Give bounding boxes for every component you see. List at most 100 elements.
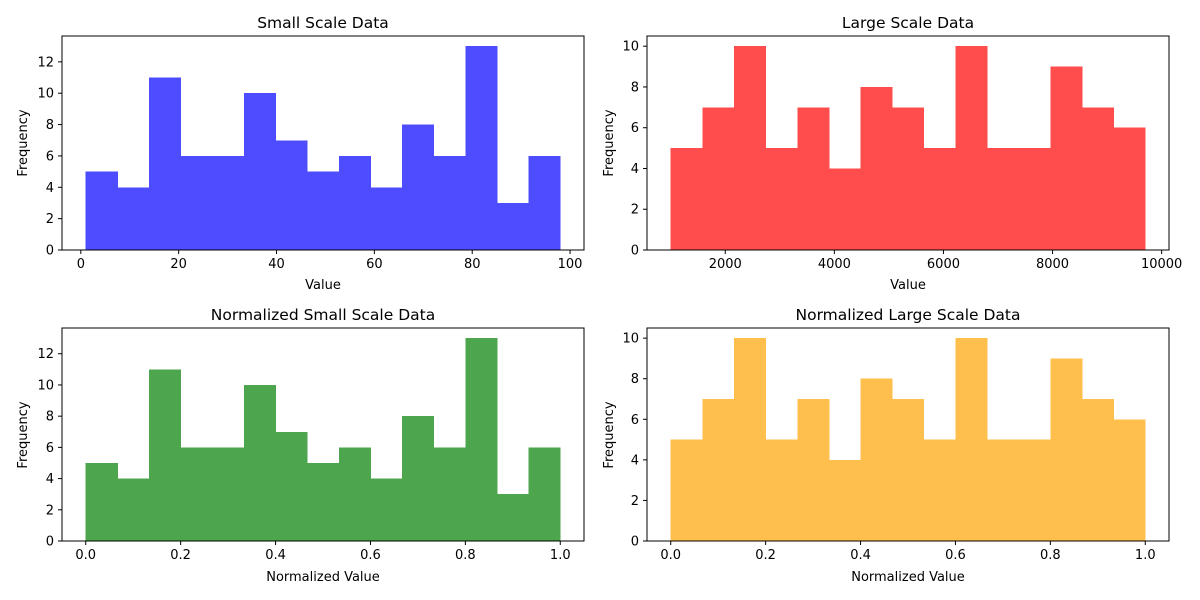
y-tick-label: 10 — [37, 87, 54, 102]
y-axis-label: Frequency — [16, 401, 31, 468]
chart-title: Normalized Small Scale Data — [211, 306, 435, 324]
y-tick-label: 10 — [622, 332, 639, 347]
histogram-bar — [212, 447, 245, 541]
histogram-bar — [1113, 419, 1146, 541]
histogram-bar — [338, 447, 371, 541]
x-tick-label: 0.4 — [265, 548, 286, 563]
histogram-bar — [85, 462, 118, 541]
histogram-bar — [402, 416, 435, 541]
histogram-bar — [670, 148, 703, 250]
histogram-bar — [275, 431, 308, 541]
y-tick-label: 12 — [37, 347, 54, 362]
x-tick-label: 2000 — [709, 257, 742, 272]
x-tick-label: 1.0 — [1135, 548, 1156, 563]
plot-frame — [61, 35, 585, 251]
histogram-bar — [797, 107, 830, 250]
histogram-bar — [987, 439, 1020, 541]
histogram-bar — [212, 155, 245, 250]
x-tick-label: 60 — [366, 257, 383, 272]
y-tick-label: 6 — [631, 121, 639, 136]
x-tick-label: 0.6 — [360, 548, 381, 563]
x-axis-ticks: 2000 4000 6000 8000 10000 — [709, 250, 1182, 272]
x-tick-label: 0.4 — [850, 548, 871, 563]
histogram-bar — [828, 168, 861, 250]
histogram-bar — [117, 187, 150, 250]
x-tick-label: 6000 — [927, 257, 960, 272]
histogram-bar — [148, 77, 182, 250]
histogram-bar — [148, 369, 182, 541]
y-tick-label: 4 — [46, 181, 54, 196]
x-tick-label: 0.0 — [75, 548, 96, 563]
histogram-bar — [1082, 107, 1115, 250]
histogram-bar — [117, 478, 150, 541]
x-tick-label: 0 — [77, 257, 85, 272]
histogram-bar — [860, 378, 893, 541]
x-tick-label: 0.2 — [755, 548, 776, 563]
histogram-bar — [955, 46, 988, 250]
x-tick-label: 40 — [268, 257, 285, 272]
histogram-bar — [433, 155, 466, 250]
histogram-bar — [670, 439, 703, 541]
x-axis-ticks: 0.0 0.2 0.4 0.6 0.8 1.0 — [660, 541, 1156, 563]
histogram-bar — [733, 338, 767, 541]
histogram-bar — [338, 155, 371, 250]
histogram-bar — [1018, 148, 1051, 250]
y-axis-ticks: 0 2 4 6 8 10 — [622, 332, 647, 550]
histogram-bar — [433, 447, 466, 541]
x-axis-label: Value — [305, 278, 341, 293]
chart-title: Small Scale Data — [257, 14, 389, 32]
y-tick-label: 10 — [622, 40, 639, 55]
y-tick-label: 8 — [46, 410, 54, 425]
histogram-bar — [1082, 399, 1115, 541]
x-axis-ticks: 0.0 0.2 0.4 0.6 0.8 1.0 — [75, 541, 571, 563]
histogram-bars — [670, 46, 1146, 250]
y-tick-label: 2 — [631, 494, 639, 509]
x-tick-label: 80 — [464, 257, 481, 272]
y-axis-ticks: 0 2 4 6 8 10 12 — [37, 347, 62, 550]
y-tick-label: 8 — [631, 80, 639, 95]
x-axis-ticks: 0 20 40 60 80 100 — [77, 250, 583, 272]
x-tick-label: 20 — [170, 257, 187, 272]
histogram-bar — [1050, 66, 1083, 250]
y-tick-label: 2 — [46, 503, 54, 518]
histogram-bar — [275, 140, 308, 250]
x-tick-label: 100 — [558, 257, 583, 272]
x-axis-label: Value — [890, 278, 926, 293]
panel-normalized-large-scale-data: Normalized Large Scale Data 0.0 0.2 0.4 0.6… — [602, 306, 1170, 585]
y-tick-label: 6 — [46, 149, 54, 164]
x-tick-label: 0.8 — [1040, 548, 1061, 563]
x-tick-label: 0.0 — [660, 548, 681, 563]
histogram-bar — [765, 439, 798, 541]
plot-frame — [61, 327, 585, 542]
y-tick-label: 0 — [46, 244, 54, 259]
y-axis-label: Frequency — [602, 401, 617, 468]
y-tick-label: 2 — [631, 203, 639, 218]
histogram-bar — [923, 439, 956, 541]
histogram-bar — [402, 124, 435, 250]
histogram-bar — [828, 459, 861, 541]
panel-small-scale-data: Small Scale Data 0 20 40 60 80 100 024681012 … — [16, 14, 585, 293]
x-tick-label: 1.0 — [550, 548, 571, 563]
histogram-bar — [243, 384, 276, 541]
histogram-bar — [243, 93, 276, 250]
y-tick-label: 6 — [46, 441, 54, 456]
histogram-bar — [923, 148, 956, 250]
y-tick-label: 6 — [631, 413, 639, 428]
y-tick-label: 0 — [631, 535, 639, 550]
histogram-bar — [465, 338, 498, 541]
histogram-bars — [85, 338, 561, 541]
y-tick-label: 8 — [46, 118, 54, 133]
histogram-bar — [528, 447, 561, 541]
histogram-bar — [797, 399, 830, 541]
y-tick-label: 12 — [37, 55, 54, 70]
histogram-bar — [1050, 358, 1083, 541]
histogram-bar — [892, 107, 925, 250]
y-tick-label: 10 — [37, 378, 54, 393]
y-tick-label: 8 — [631, 372, 639, 387]
chart-title: Normalized Large Scale Data — [796, 306, 1021, 324]
histogram-bar — [497, 494, 530, 541]
x-tick-label: 0.2 — [170, 548, 191, 563]
y-tick-label: 4 — [631, 453, 639, 468]
histogram-bar — [892, 399, 925, 541]
